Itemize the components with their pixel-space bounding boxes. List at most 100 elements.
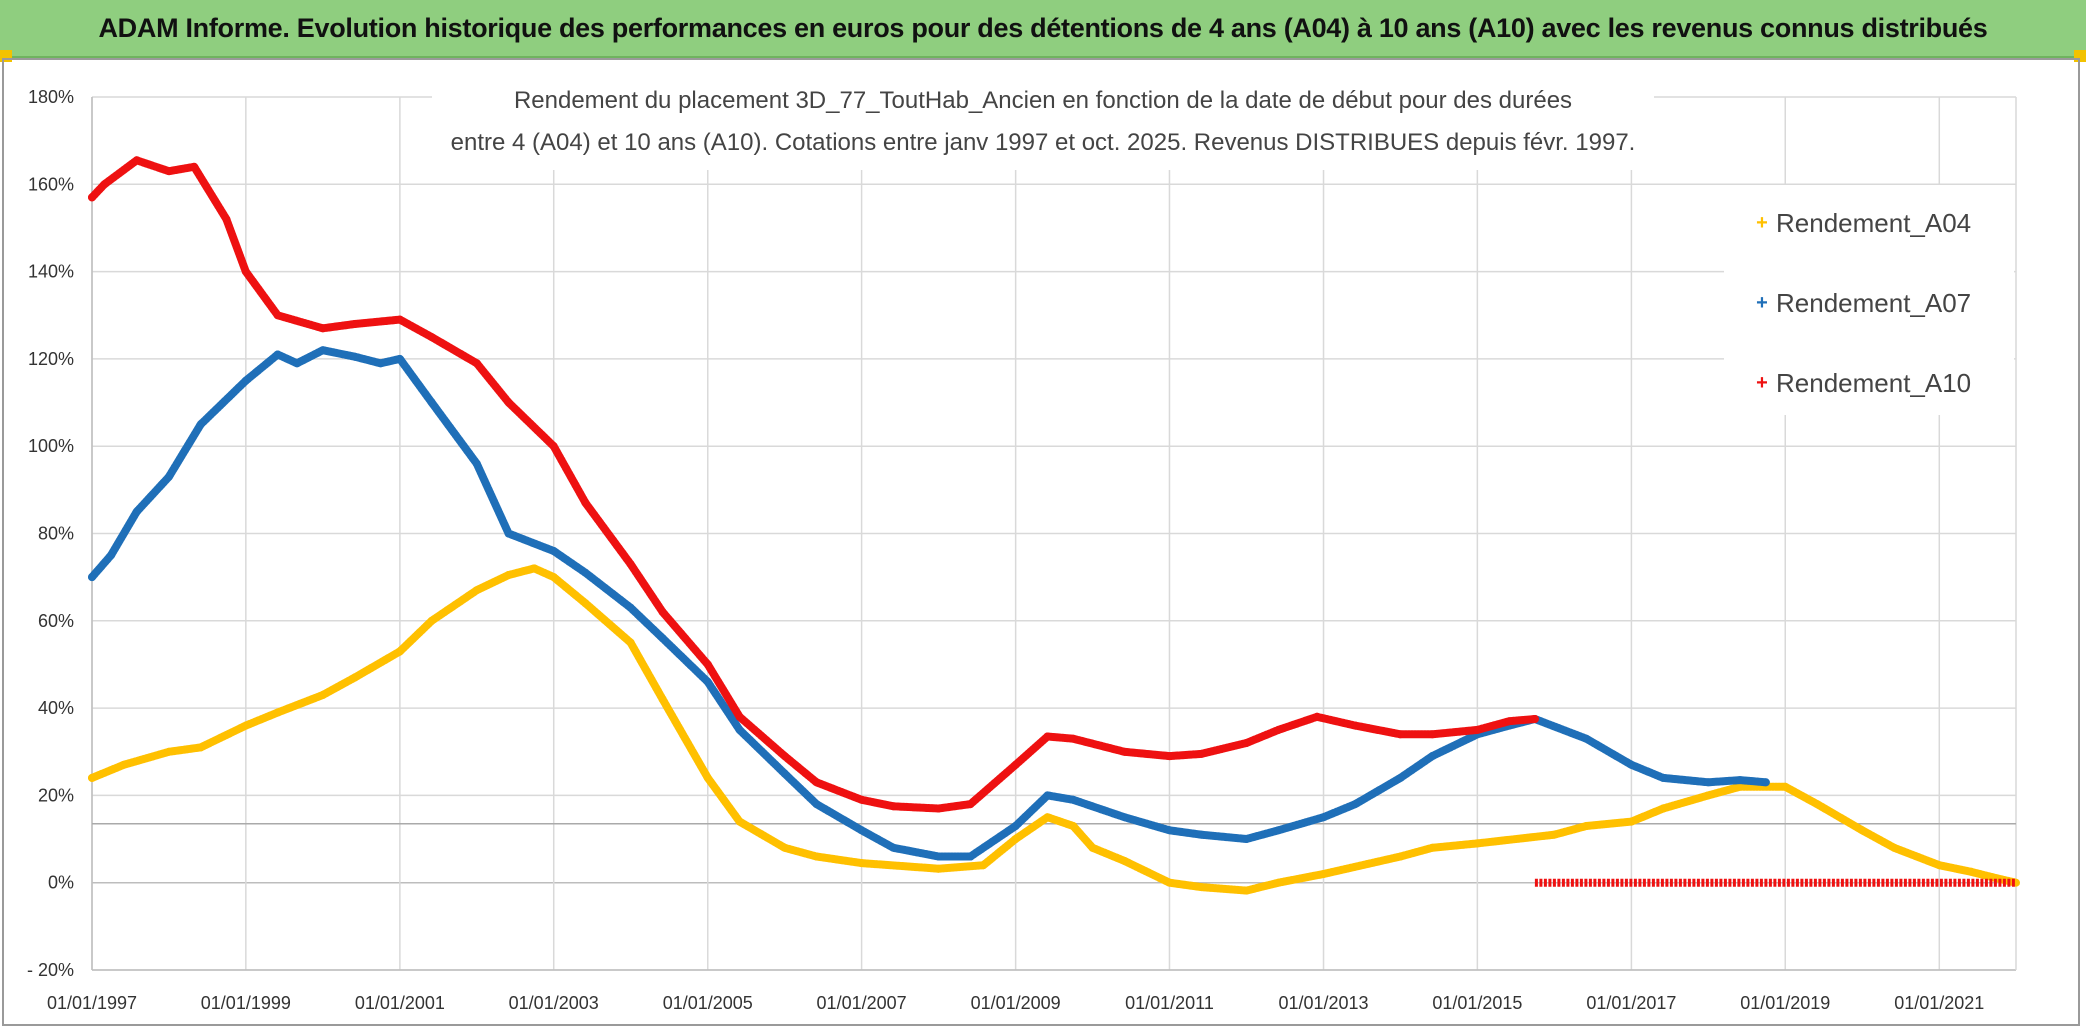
- series-rendement-a10: [88, 156, 2016, 887]
- series-rendement-a04-point: [1659, 804, 1668, 813]
- series-rendement-a04-point: [472, 586, 481, 595]
- x-tick-label: 01/01/2011: [1125, 993, 1214, 1013]
- series-rendement-a04-point: [119, 760, 128, 769]
- x-tick-label: 01/01/2007: [817, 993, 907, 1013]
- series-rendement-a04-point: [530, 564, 539, 573]
- series-rendement-a04-point: [780, 843, 789, 852]
- chart-legend: + Rendement_A04 + Rendement_A07 + Rendement_A…: [1724, 185, 2014, 415]
- series-rendement-a07-point: [376, 359, 385, 368]
- series-rendement-a04-point: [658, 695, 667, 704]
- y-tick-label: 0%: [48, 873, 74, 893]
- y-tick-label: 120%: [28, 349, 74, 369]
- series-rendement-a07-point: [626, 603, 635, 612]
- series-rendement-a10-point: [350, 320, 359, 328]
- series-rendement-a10-point: [427, 333, 436, 342]
- series-rendement-a07-point: [504, 529, 513, 538]
- series-rendement-a07-point: [350, 352, 359, 361]
- series-rendement-a04-point: [1319, 870, 1328, 878]
- series-rendement-a10-point: [1242, 739, 1251, 747]
- series-rendement-a04-point: [504, 571, 513, 579]
- x-tick-label: 01/01/2017: [1586, 993, 1676, 1013]
- series-rendement-a10-point: [1351, 721, 1360, 730]
- series-rendement-a04-point: [581, 599, 590, 608]
- y-tick-label: 60%: [38, 611, 74, 631]
- series-rendement-a07-point: [581, 568, 590, 577]
- series-rendement-a10-point: [472, 359, 481, 368]
- x-tick-label: 01/01/2009: [971, 993, 1061, 1013]
- y-tick-label: - 20%: [27, 960, 74, 980]
- title-background: [432, 80, 1654, 170]
- series-rendement-a10-point: [780, 752, 789, 761]
- x-tick-label: 01/01/2001: [355, 993, 445, 1013]
- series-rendement-a10-point: [626, 560, 635, 569]
- x-axis-ticks: 01/01/1997 01/01/1999 01/01/2001 01/01/2003…: [47, 993, 1984, 1013]
- series-rendement-a07-point: [427, 398, 436, 407]
- x-tick-label: 01/01/2019: [1740, 993, 1830, 1013]
- x-tick-label: 01/01/1997: [47, 993, 137, 1013]
- series-rendement-a10-point: [88, 193, 96, 202]
- series-rendement-a10-point: [1313, 712, 1321, 721]
- series-rendement-a10-point: [100, 180, 109, 189]
- y-tick-label: 180%: [28, 87, 74, 107]
- series-rendement-a04-point: [196, 743, 205, 752]
- series-rendement-a04-point: [979, 861, 988, 870]
- legend-rendement-a10-marker: +: [1756, 372, 1768, 394]
- series-rendement-a07-point: [1428, 752, 1437, 761]
- x-tick-label: 01/01/2005: [663, 993, 753, 1013]
- series-rendement-a07-point: [273, 350, 282, 359]
- series-rendement-a07-point: [132, 507, 141, 516]
- y-tick-label: 160%: [28, 174, 74, 194]
- y-tick-label: 100%: [28, 436, 74, 456]
- series-rendement-a07-point: [857, 826, 866, 835]
- series-rendement-a04-point: [1197, 883, 1206, 892]
- series-rendement-a04-point: [1627, 817, 1636, 826]
- series-rendement-a07-point: [1736, 776, 1745, 785]
- series-rendement-a07-point: [1043, 791, 1052, 800]
- series-rendement-a10-point: [1011, 760, 1020, 769]
- series-rendement-a10-point: [735, 712, 744, 721]
- series-rendement-a07-point: [1319, 813, 1328, 822]
- series-rendement-a07-point: [658, 634, 667, 643]
- series-rendement-a04: [88, 564, 2020, 895]
- series-rendement-a04-point: [812, 852, 821, 861]
- series-rendement-a04-point: [1967, 867, 1976, 876]
- series-rendement-a04-point: [395, 647, 404, 656]
- series-rendement-a07: [88, 346, 1770, 861]
- series-rendement-a04-point: [1069, 822, 1078, 830]
- series-rendement-a10-point: [1428, 730, 1437, 739]
- series-rendement-a04-line: [88, 564, 2020, 895]
- series-rendement-a07-point: [934, 852, 943, 861]
- series-rendement-a04-point: [1550, 830, 1559, 839]
- y-tick-label: 40%: [38, 698, 74, 718]
- chart-frame: [2, 58, 2080, 1026]
- series-rendement-a07-point: [395, 354, 404, 363]
- series-rendement-a07-point: [1069, 795, 1078, 804]
- series-rendement-a04-point: [164, 747, 173, 756]
- series-rendement-a10-point: [1069, 734, 1078, 743]
- series-rendement-a04-point: [350, 673, 359, 682]
- series-rendement-a04-point: [318, 691, 327, 699]
- y-tick-label: 20%: [38, 785, 74, 805]
- series-rendement-a07-point: [196, 420, 205, 429]
- legend-background: [1724, 185, 2014, 415]
- series-rendement-a07-point: [889, 843, 898, 852]
- legend-rendement-a07-marker: +: [1756, 292, 1768, 314]
- series-rendement-a04-point: [1428, 843, 1437, 852]
- series-rendement-a04-point: [427, 616, 436, 625]
- series-rendement-a10-point: [658, 608, 667, 617]
- series-rendement-a07-point: [549, 547, 558, 555]
- series-rendement-a10-point: [1165, 752, 1174, 761]
- series-layer: [88, 156, 2020, 895]
- series-rendement-a04-point: [1165, 878, 1174, 887]
- series-rendement-a04-point: [549, 573, 558, 582]
- x-tick-label: 01/01/2013: [1278, 993, 1368, 1013]
- series-rendement-a10-point: [1120, 747, 1129, 756]
- x-tick-label: 01/01/2015: [1432, 993, 1522, 1013]
- series-rendement-a10-point: [889, 802, 898, 811]
- series-rendement-a07-point: [164, 472, 173, 481]
- series-rendement-a07-point: [1351, 800, 1360, 809]
- series-rendement-a04-point: [1736, 782, 1745, 791]
- series-rendement-a07-point: [1704, 778, 1713, 787]
- series-rendement-a04-point: [1011, 835, 1020, 843]
